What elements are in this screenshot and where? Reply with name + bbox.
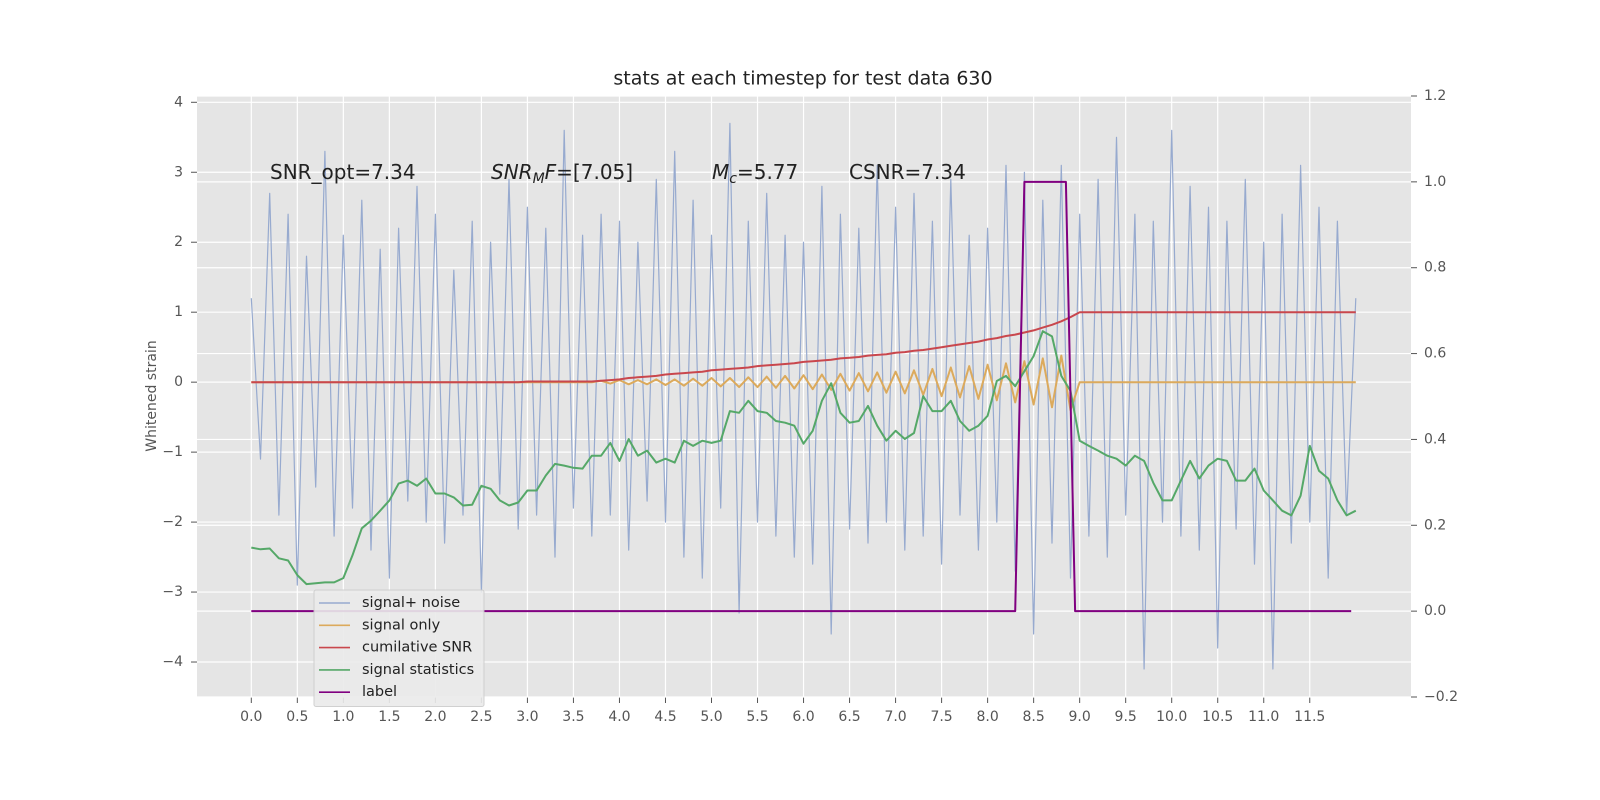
x-tick-label: 1.0 bbox=[332, 709, 354, 725]
y-tick-label: 3 bbox=[174, 164, 183, 180]
x-tick-label: 0.5 bbox=[286, 709, 308, 725]
annotation: SNR_opt=7.34 bbox=[270, 160, 416, 184]
annotation-part: SNR bbox=[491, 160, 533, 184]
x-tick-label: 8.5 bbox=[1023, 709, 1045, 725]
annotation-part: CSNR=7.34 bbox=[849, 160, 966, 184]
annotation-part: SNR_opt=7.34 bbox=[270, 160, 416, 184]
y2-tick-label: 0.0 bbox=[1424, 603, 1446, 619]
annotation: Mc=5.77 bbox=[712, 160, 798, 188]
x-tick-label: 10.5 bbox=[1202, 709, 1233, 725]
annotation: SNRMF=[7.05] bbox=[491, 160, 633, 188]
x-tick-label: 6.0 bbox=[792, 709, 814, 725]
x-tick-label: 9.0 bbox=[1069, 709, 1091, 725]
x-tick-label: 3.5 bbox=[562, 709, 584, 725]
x-tick-label: 7.5 bbox=[930, 709, 952, 725]
x-tick-label: 4.0 bbox=[608, 709, 630, 725]
series-line bbox=[251, 311, 1356, 384]
y2-tick-label: 1.2 bbox=[1424, 88, 1446, 104]
y2-tick-label: 0.4 bbox=[1424, 431, 1446, 447]
y-tick-label: 2 bbox=[174, 234, 183, 250]
y-tick-label: −2 bbox=[162, 514, 183, 530]
x-tick-label: 9.5 bbox=[1115, 709, 1137, 725]
x-tick-label: 8.0 bbox=[976, 709, 998, 725]
legend-label: cumilative SNR bbox=[362, 640, 472, 656]
x-tick-label: 1.5 bbox=[378, 709, 400, 725]
annotation-part: c bbox=[729, 171, 737, 187]
legend-label: signal+ noise bbox=[362, 595, 460, 611]
x-tick-label: 6.5 bbox=[838, 709, 860, 725]
legend: signal+ noise signal only cumilative SNR si… bbox=[313, 589, 485, 707]
y2-tick-label: 0.2 bbox=[1424, 517, 1446, 533]
x-tick-label: 2.5 bbox=[470, 709, 492, 725]
y-tick-label: −3 bbox=[162, 584, 183, 600]
y-tick-label: 0 bbox=[174, 374, 183, 390]
annotation-part: =[7.05] bbox=[556, 160, 633, 184]
x-tick-label: 7.0 bbox=[884, 709, 906, 725]
x-tick-label: 11.5 bbox=[1294, 709, 1325, 725]
annotation-part: M bbox=[712, 160, 729, 184]
y-tick-label: −1 bbox=[162, 444, 183, 460]
x-tick-label: 2.0 bbox=[424, 709, 446, 725]
legend-box bbox=[313, 589, 485, 707]
chart-title: stats at each timestep for test data 630 bbox=[613, 68, 992, 90]
legend-label: label bbox=[362, 684, 397, 700]
y-tick-label: 4 bbox=[174, 94, 183, 110]
x-tick-label: 4.5 bbox=[654, 709, 676, 725]
series-line bbox=[251, 180, 1352, 613]
x-tick-label: 11.0 bbox=[1248, 709, 1279, 725]
y-tick-label: 1 bbox=[174, 304, 183, 320]
annotation: CSNR=7.34 bbox=[849, 160, 966, 184]
x-tick-label: 5.5 bbox=[746, 709, 768, 725]
y2-tick-label: 1.0 bbox=[1424, 174, 1446, 190]
series-line bbox=[250, 122, 1357, 670]
y-axis-label: Whitened strain bbox=[144, 340, 160, 451]
x-tick-label: 3.0 bbox=[516, 709, 538, 725]
x-tick-label: 0.0 bbox=[240, 709, 262, 725]
x-tick-label: 10.0 bbox=[1156, 709, 1187, 725]
annotation-part: F bbox=[545, 160, 557, 184]
y2-tick-label: 0.6 bbox=[1424, 346, 1446, 362]
legend-label: signal statistics bbox=[362, 662, 474, 678]
x-tick-label: 5.0 bbox=[700, 709, 722, 725]
y2-tick-label: −0.2 bbox=[1424, 689, 1458, 705]
annotation-part: M bbox=[533, 171, 545, 187]
series-line bbox=[251, 330, 1357, 586]
y-tick-label: −4 bbox=[162, 654, 183, 670]
legend-label: signal only bbox=[362, 617, 441, 633]
y2-tick-label: 0.8 bbox=[1424, 260, 1446, 276]
annotation-part: =5.77 bbox=[737, 160, 798, 184]
